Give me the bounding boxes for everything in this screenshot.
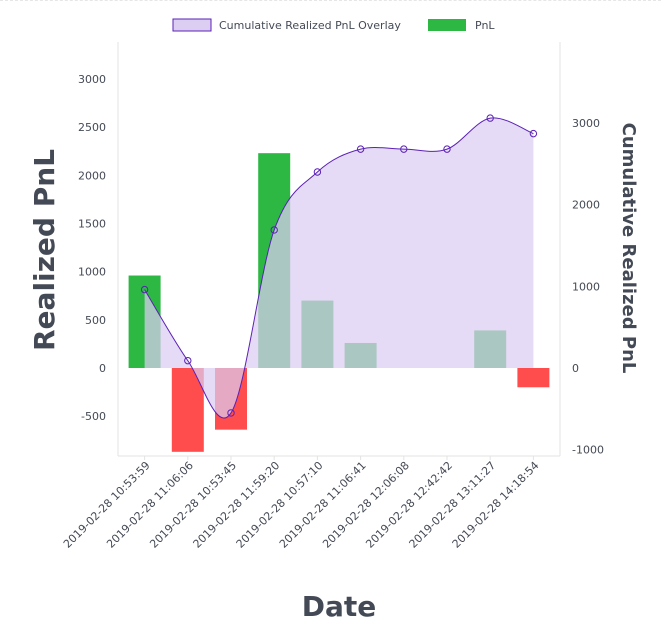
y2-axis-title: Cumulative Realized PnL [618, 123, 639, 374]
plot-area [128, 114, 550, 452]
x-tick-label-5: 2019-02-28 10:57:10 [234, 459, 326, 551]
cumulative-point-10[interactable] [529, 129, 538, 138]
cumulative-point-8[interactable] [443, 145, 451, 153]
cumulative-line [144, 117, 534, 419]
legend: Cumulative Realized PnL Overlay PnL [172, 18, 495, 32]
legend-label-pnl[interactable]: PnL [475, 19, 495, 32]
x-tick-label-4: 2019-02-28 11:59:20 [191, 459, 283, 551]
x-tick-label-8: 2019-02-28 12:42:42 [363, 459, 455, 551]
x-tick-label-6: 2019-02-28 11:06:41 [277, 459, 369, 551]
cumulative-area [144, 117, 534, 419]
legend-swatch-cumulative[interactable] [172, 18, 212, 32]
x-tick-label-3: 2019-02-28 10:53:45 [147, 459, 239, 551]
x-tick-label-9: 2019-02-28 13:11:27 [407, 459, 499, 551]
y-tick-label-5: 1500 [78, 218, 106, 231]
cumulative-point-1[interactable] [140, 285, 149, 294]
y-tick-label-3: 500 [85, 314, 106, 327]
x-tick-label-10: 2019-02-28 14:18:54 [450, 459, 542, 551]
x-tick-label-2: 2019-02-28 11:06:06 [104, 459, 196, 551]
cumulative-point-7[interactable] [400, 145, 408, 153]
y2-tick-label-4: 2000 [572, 199, 600, 212]
y2-tick-label-2: 0 [572, 362, 579, 375]
x-axis-title: Date [302, 590, 377, 623]
y2-tick-label-5: 3000 [572, 117, 600, 130]
cumulative-point-9[interactable] [486, 114, 494, 122]
top-divider [0, 0, 661, 1]
pnl-bar-10[interactable] [517, 368, 550, 388]
legend-swatch-pnl[interactable] [428, 19, 466, 31]
legend-label-cumulative[interactable]: Cumulative Realized PnL Overlay [219, 19, 401, 32]
x-tick-label-7: 2019-02-28 12:06:08 [320, 459, 412, 551]
cumulative-point-6[interactable] [356, 145, 365, 153]
cumulative-point-3[interactable] [227, 409, 235, 417]
cumulative-point-4[interactable] [270, 226, 278, 234]
pnl-bar-2[interactable] [171, 368, 204, 452]
y2-tick-label-3: 1000 [572, 280, 600, 293]
y-tick-label-6: 2000 [78, 169, 106, 182]
cumulative-point-5[interactable] [313, 168, 322, 176]
y-tick-label-2: 0 [99, 362, 106, 375]
y2-tick-label-1: -1000 [572, 444, 604, 457]
y-tick-label-8: 3000 [78, 73, 106, 86]
cumulative-point-2[interactable] [184, 356, 192, 365]
y-tick-label-7: 2500 [78, 121, 106, 134]
x-tick-label-1: 2019-02-28 10:53:59 [61, 459, 153, 551]
y-tick-label-1: -500 [81, 410, 106, 423]
y-axis-title: Realized PnL [28, 149, 61, 351]
y-tick-label-4: 1000 [78, 266, 106, 279]
